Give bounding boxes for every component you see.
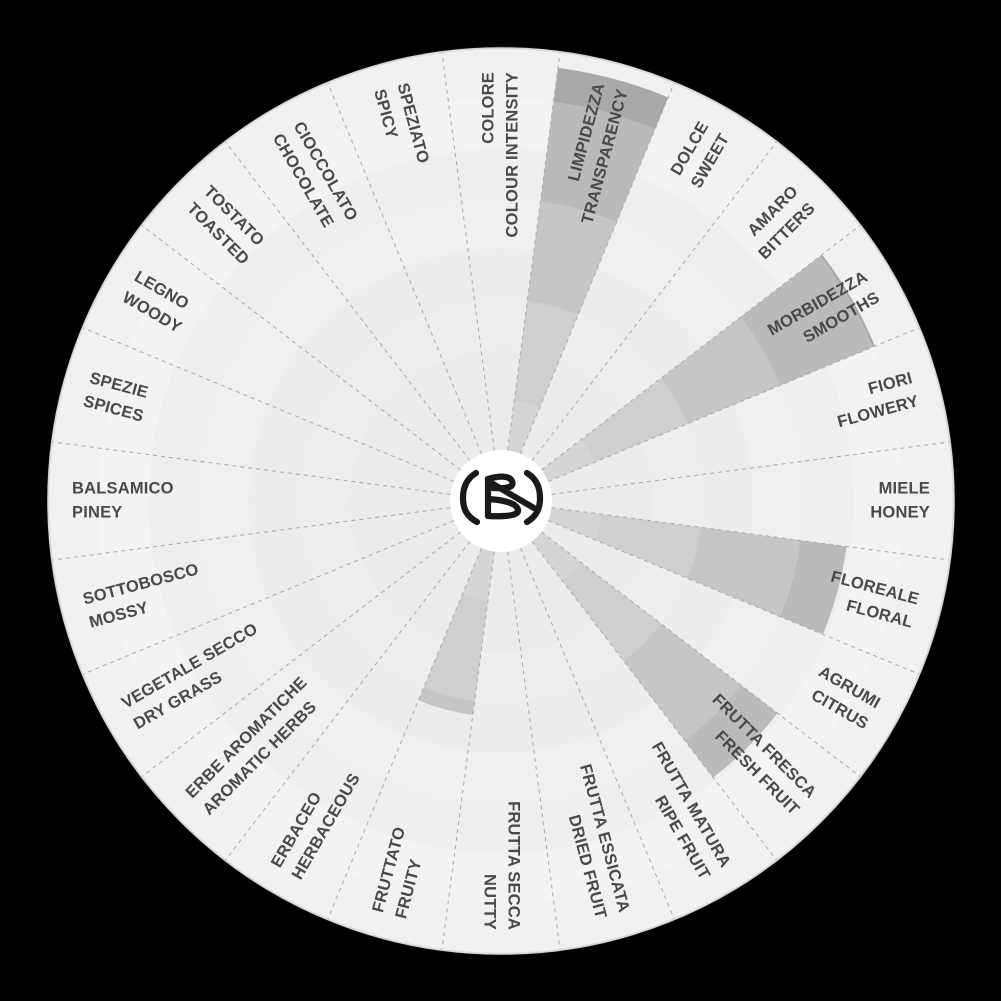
svg-text:COLORE: COLORE (479, 72, 497, 144)
svg-text:BALSAMICO: BALSAMICO (72, 479, 174, 497)
svg-text:FRUTTA SECCA: FRUTTA SECCA (505, 801, 523, 930)
svg-text:HONEY: HONEY (870, 503, 930, 521)
svg-text:COLOUR INTENSITY: COLOUR INTENSITY (503, 72, 521, 237)
svg-text:PINEY: PINEY (72, 503, 123, 521)
svg-text:NUTTY: NUTTY (481, 874, 499, 930)
svg-text:MIELE: MIELE (879, 479, 930, 497)
